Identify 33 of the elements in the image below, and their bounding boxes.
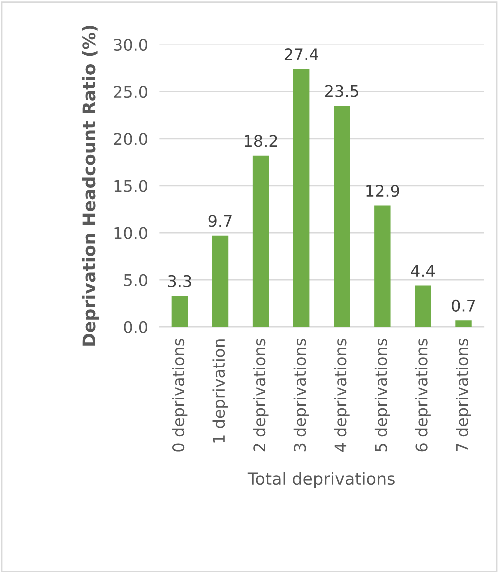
- bar: [334, 106, 350, 328]
- bar: [456, 320, 472, 328]
- x-tick-label: 0 deprivations: [172, 339, 188, 452]
- bar: [293, 69, 310, 328]
- bar: [374, 206, 391, 328]
- data-label: 23.5: [326, 85, 359, 98]
- x-tick-label: 3 deprivations: [294, 339, 310, 452]
- y-tick-label: 15.0: [114, 180, 148, 192]
- data-label: 18.2: [245, 135, 278, 148]
- x-tick-label: 7 deprivations: [456, 339, 472, 452]
- y-tick-label: 10.0: [114, 227, 148, 240]
- x-axis-title: Total deprivations: [248, 472, 395, 488]
- x-tick-label: 6 deprivations: [415, 339, 431, 452]
- data-label: 27.4: [284, 48, 318, 60]
- y-tick-label: 20.0: [114, 133, 148, 146]
- y-axis-title: Deprivation Headcount Ratio (%): [82, 26, 100, 346]
- x-tick-label: 4 deprivations: [334, 339, 350, 452]
- data-label: 4.4: [411, 265, 436, 277]
- bar: [172, 296, 188, 328]
- x-tick-label: 5 deprivations: [374, 339, 390, 452]
- data-label: 12.9: [366, 185, 400, 198]
- bar: [252, 156, 270, 328]
- bar: [415, 286, 432, 328]
- x-tick-label: 1 deprivation: [212, 340, 228, 443]
- data-label: 3.3: [168, 275, 192, 288]
- data-label: 9.7: [208, 215, 232, 228]
- x-tick-label: 2 deprivations: [253, 339, 269, 452]
- y-tick-label: 30.0: [114, 38, 148, 52]
- y-tick-label: 0.0: [124, 321, 148, 334]
- bar: [212, 236, 229, 328]
- y-tick-label: 25.0: [114, 86, 148, 98]
- data-label: 0.7: [452, 300, 476, 312]
- y-tick-label: 5.0: [124, 274, 148, 286]
